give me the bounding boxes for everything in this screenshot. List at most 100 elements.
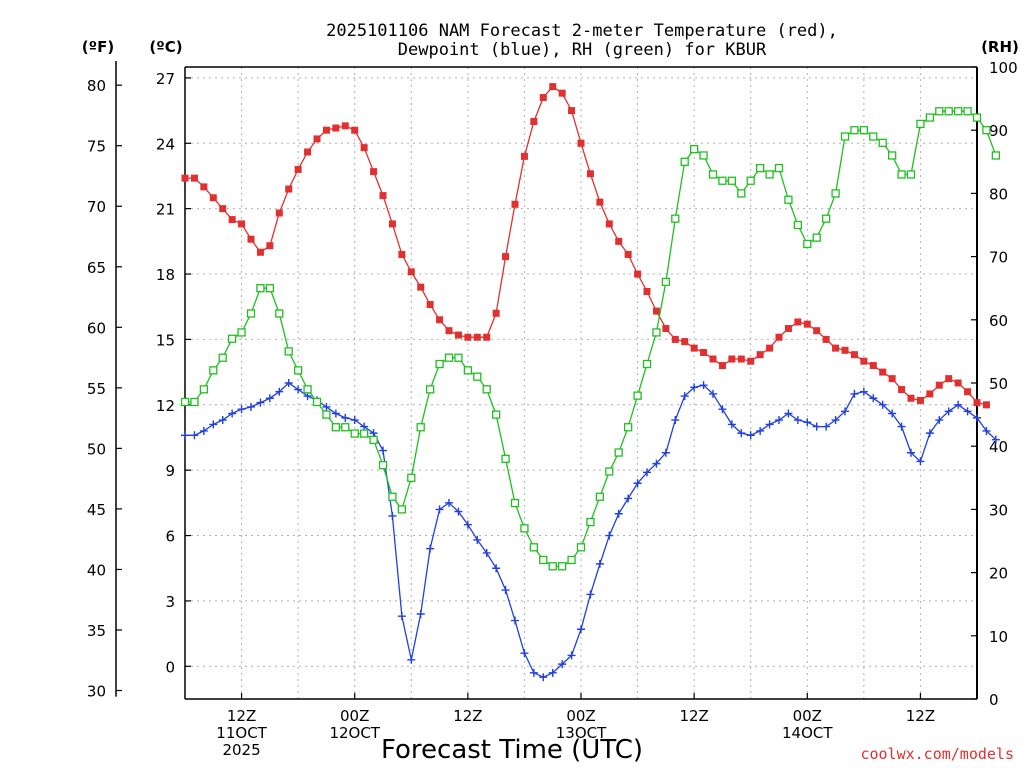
fahrenheit-tick-label: 30 (87, 683, 106, 701)
data-point (436, 316, 444, 324)
celsius-tick-label: 24 (156, 135, 175, 153)
data-point (444, 353, 454, 362)
data-point (181, 431, 189, 440)
chart-title: 2025101106 NAM Forecast 2-meter Temperat… (326, 21, 838, 60)
data-point (567, 651, 576, 660)
data-point (209, 194, 217, 202)
data-point (577, 625, 585, 634)
data-point (869, 362, 877, 370)
data-point (285, 185, 293, 193)
data-point (822, 335, 830, 343)
data-point (803, 239, 812, 249)
data-point (662, 325, 670, 333)
data-point (935, 381, 943, 389)
chart-title-line-1: 2025101106 NAM Forecast 2-meter Temperat… (326, 21, 838, 41)
data-point (973, 399, 981, 407)
credit-text: coolwx.com/models (860, 745, 1014, 763)
data-point (548, 562, 557, 571)
data-point (238, 220, 246, 228)
celsius-tick-label: 6 (165, 528, 175, 546)
fahrenheit-tick-label: 70 (87, 198, 106, 216)
data-point (708, 170, 718, 179)
data-point (520, 524, 529, 533)
data-point (473, 535, 482, 544)
data-point (529, 543, 539, 552)
data-point (784, 325, 792, 333)
data-point (275, 387, 284, 396)
series-layer (180, 83, 1001, 682)
data-point (935, 107, 944, 116)
data-point (671, 214, 680, 223)
data-point (407, 268, 415, 276)
fahrenheit-tick-label: 40 (87, 561, 106, 579)
data-point (727, 176, 737, 185)
data-point (982, 426, 991, 435)
data-point (850, 126, 859, 135)
data-point (925, 113, 935, 122)
data-point (454, 507, 463, 516)
x-tick-label: 12Z (906, 707, 935, 725)
data-point (671, 335, 679, 343)
data-point (388, 220, 396, 228)
celsius-unit-label: (ºC) (149, 38, 182, 56)
data-point (586, 170, 594, 178)
data-point (294, 165, 302, 173)
data-point (973, 413, 981, 422)
data-point (623, 423, 633, 432)
data-point (227, 334, 237, 343)
data-point (718, 176, 727, 185)
x-axis-label: Forecast Time (UTC) (381, 735, 643, 765)
axes: 30 35 40 45 50 55 60 65 70 75 80 0 3 6 9 12 15 18 21 24 27 0 1… (87, 59, 1018, 759)
data-point (699, 381, 708, 390)
data-point (888, 409, 897, 418)
data-point (379, 446, 387, 455)
data-point (775, 416, 783, 425)
data-point (331, 409, 340, 418)
data-point (925, 429, 934, 438)
data-point (832, 344, 840, 352)
series-dewpoint (181, 379, 1000, 682)
data-point (642, 359, 652, 369)
data-point (652, 328, 661, 337)
data-point (897, 170, 906, 179)
x-tick-label: 13OCT (556, 724, 607, 742)
data-point (747, 357, 755, 365)
series-line-dewpoint (185, 382, 997, 678)
data-point (813, 327, 821, 335)
data-point (728, 355, 736, 363)
data-point (661, 448, 670, 457)
data-point (972, 113, 982, 122)
data-point (709, 389, 717, 398)
data-point (218, 416, 227, 425)
data-point (906, 170, 916, 179)
rh-tick-label: 30 (989, 501, 1008, 519)
fahrenheit-unit-label: (ºF) (82, 38, 114, 56)
data-point (332, 124, 340, 132)
data-point (275, 209, 283, 217)
fahrenheit-tick-label: 65 (87, 259, 106, 277)
data-point (614, 448, 623, 457)
data-point (491, 410, 501, 419)
data-point (445, 327, 453, 335)
series-rh (180, 107, 1001, 571)
data-point (180, 397, 190, 407)
data-point (529, 668, 538, 677)
rh-tick-label: 10 (989, 628, 1008, 646)
x-tick-label: 2025 (222, 741, 260, 759)
data-point (775, 333, 783, 341)
data-point (689, 145, 699, 154)
data-point (246, 309, 256, 318)
celsius-tick-label: 0 (165, 658, 175, 676)
celsius-tick-label: 12 (156, 397, 175, 415)
data-point (954, 379, 962, 387)
data-point (482, 548, 491, 557)
data-point (464, 333, 472, 341)
data-point (398, 250, 406, 258)
data-point (681, 338, 689, 346)
data-point (822, 422, 831, 431)
data-point (473, 333, 481, 341)
data-point (209, 420, 218, 429)
data-point (435, 505, 444, 514)
data-point (595, 559, 604, 568)
data-point (265, 394, 274, 403)
